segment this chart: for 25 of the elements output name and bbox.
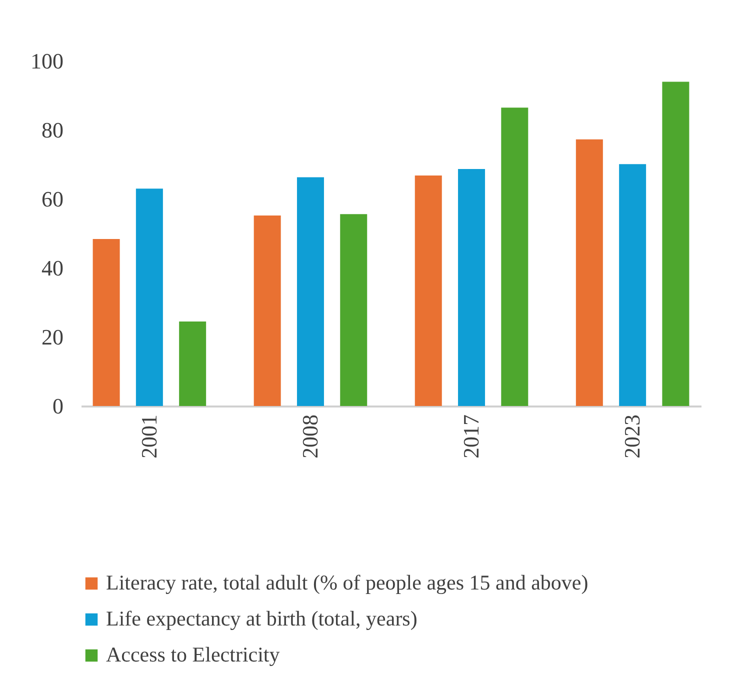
bar xyxy=(501,108,528,406)
bar xyxy=(662,82,690,406)
y-tick-label: 60 xyxy=(42,186,64,212)
legend-label: Access to Electricity xyxy=(106,642,280,666)
y-tick-label: 0 xyxy=(52,394,64,418)
x-tick-label: 2001 xyxy=(136,414,162,458)
y-tick-label: 80 xyxy=(42,118,64,142)
x-tick-label: 2017 xyxy=(458,414,484,458)
x-tick-label: 2008 xyxy=(297,414,322,458)
bar xyxy=(340,214,368,406)
legend-label: Literacy rate, total adult (% of people ages 15 and above) xyxy=(106,570,588,594)
bar xyxy=(458,168,486,406)
bar xyxy=(136,188,163,406)
x-tick-label: 2023 xyxy=(620,414,645,458)
y-tick-label: 20 xyxy=(42,324,64,350)
bar xyxy=(619,164,646,406)
legend-label: Life expectancy at birth (total, years) xyxy=(106,606,418,630)
y-tick-label: 100 xyxy=(30,48,64,74)
bar xyxy=(254,216,281,406)
bar xyxy=(296,177,324,406)
bar xyxy=(414,176,442,406)
y-tick-label: 40 xyxy=(42,256,64,280)
bar xyxy=(576,139,603,406)
bar xyxy=(179,321,206,406)
bar xyxy=(92,239,120,406)
